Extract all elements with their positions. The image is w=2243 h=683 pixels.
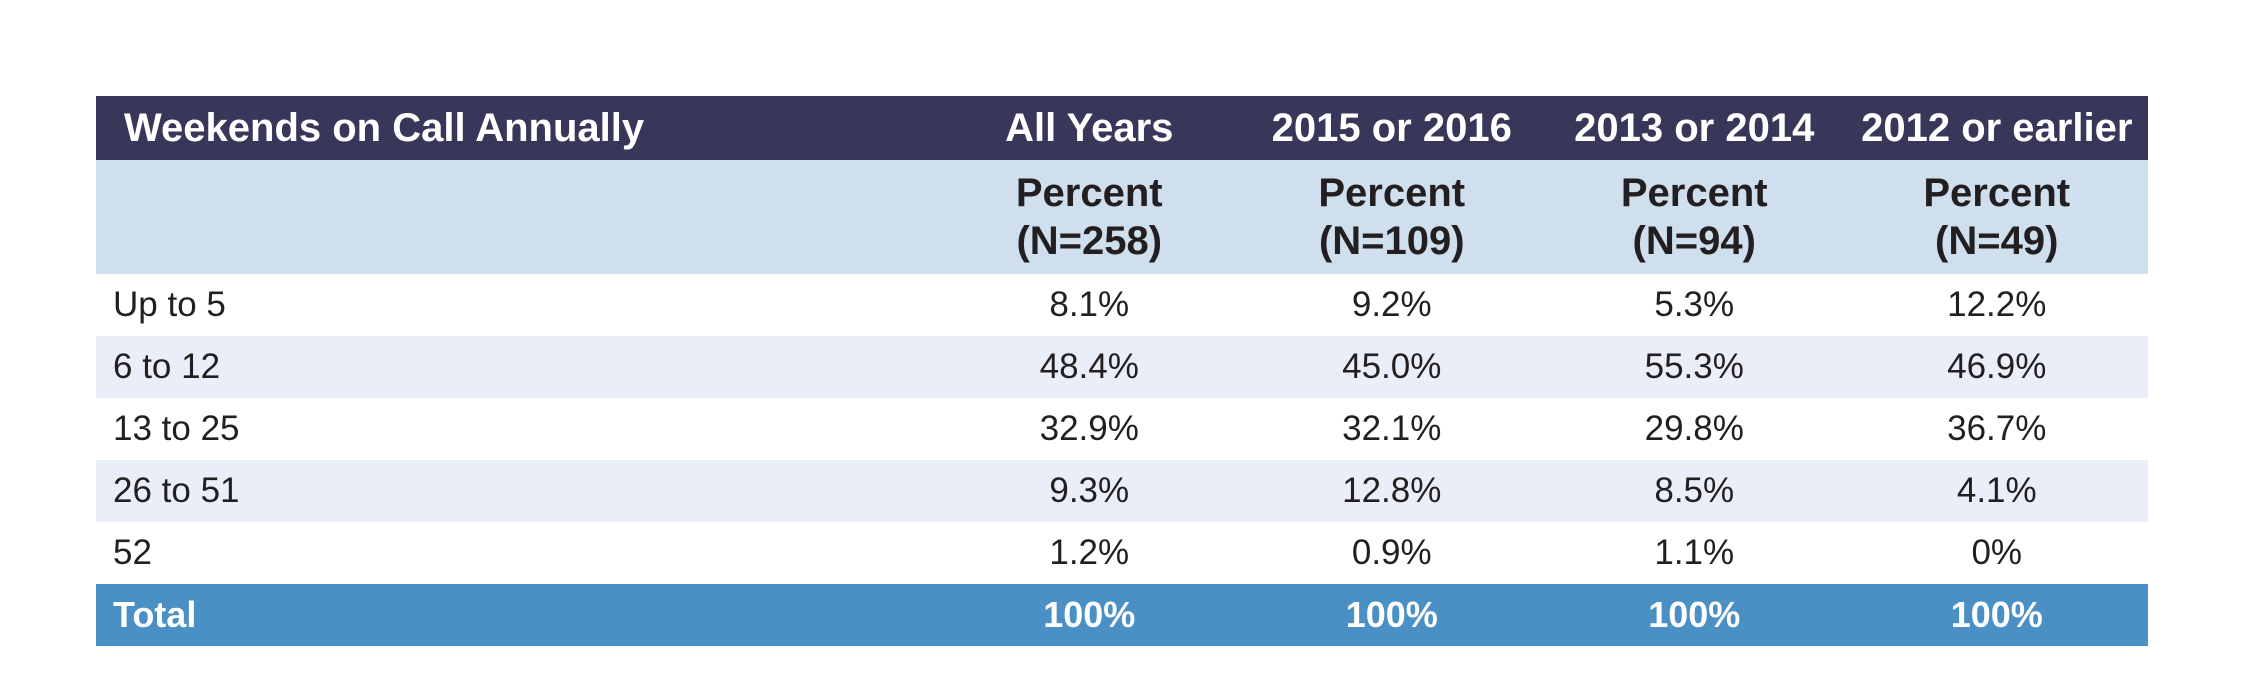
table-row: Up to 5 8.1% 9.2% 5.3% 12.2% (96, 274, 2148, 336)
table-cell: 12.8% (1240, 460, 1543, 522)
subheader-measure: Percent (1318, 171, 1466, 215)
data-table-container: Weekends on Call Annually All Years 2015… (96, 96, 2148, 646)
column-header-2012-or-earlier: 2012 or earlier (1845, 96, 2148, 160)
table-cell: 8.1% (1049, 285, 1130, 324)
table-cell: 32.1% (1342, 409, 1442, 448)
table-cell: 8.5% (1543, 460, 1846, 522)
table-row: 26 to 51 9.3% 12.8% 8.5% 4.1% (96, 460, 2148, 522)
table-row: 13 to 25 32.9% 32.1% 29.8% 36.7% (96, 398, 2148, 460)
row-label: Up to 5 (113, 285, 226, 324)
subheader-measure: Percent (1620, 171, 1768, 215)
subheader-empty-cell (96, 160, 938, 274)
column-header-all-years: All Years (938, 96, 1241, 160)
total-cell: 100% (1845, 584, 2148, 646)
total-label: Total (96, 584, 938, 646)
subheader-measure: Percent (1015, 171, 1163, 215)
table-title: Weekends on Call Annually (96, 96, 938, 160)
table-cell: 55.3% (1543, 336, 1846, 398)
table-cell: 46.9% (1845, 336, 2148, 398)
subheader-sample-size: (N=94) (1632, 219, 1756, 263)
subheader-cell: Percent (N=258) (938, 160, 1241, 274)
subheader-cell: Percent (N=109) (1240, 160, 1543, 274)
column-header-2015-or-2016: 2015 or 2016 (1240, 96, 1543, 160)
table-cell: 4.1% (1845, 460, 2148, 522)
subheader-row: Percent (N=258) Percent (N=109) Percent … (96, 160, 2148, 274)
row-label: 26 to 51 (96, 460, 938, 522)
table-cell: 48.4% (938, 336, 1241, 398)
subheader-sample-size: (N=49) (1935, 219, 2059, 263)
table-cell: 0% (1971, 533, 2023, 572)
subheader-sample-size: (N=109) (1318, 219, 1465, 263)
subheader-sample-size: (N=258) (1016, 219, 1163, 263)
table-cell: 0.9% (1351, 533, 1432, 572)
subheader-measure: Percent (1923, 171, 2071, 215)
subheader-cell: Percent (N=49) (1845, 160, 2148, 274)
table-cell: 29.8% (1644, 409, 1744, 448)
total-cell: 100% (938, 584, 1241, 646)
table-title-row: Weekends on Call Annually All Years 2015… (96, 96, 2148, 160)
table-cell: 9.3% (938, 460, 1241, 522)
table-cell: 36.7% (1947, 409, 2047, 448)
row-label: 13 to 25 (113, 409, 240, 448)
table-cell: 1.2% (1049, 533, 1130, 572)
row-label: 6 to 12 (96, 336, 938, 398)
total-row: Total 100% 100% 100% 100% (96, 584, 2148, 646)
table-row: 6 to 12 48.4% 45.0% 55.3% 46.9% (96, 336, 2148, 398)
table-cell: 1.1% (1654, 533, 1735, 572)
row-label: 52 (113, 533, 152, 572)
subheader-cell: Percent (N=94) (1543, 160, 1846, 274)
table-cell: 12.2% (1947, 285, 2047, 324)
table-cell: 32.9% (1039, 409, 1139, 448)
total-cell: 100% (1543, 584, 1846, 646)
table-cell: 5.3% (1654, 285, 1735, 324)
table-cell: 45.0% (1240, 336, 1543, 398)
table-row: 52 1.2% 0.9% 1.1% 0% (96, 522, 2148, 584)
total-cell: 100% (1240, 584, 1543, 646)
table-cell: 9.2% (1351, 285, 1432, 324)
column-header-2013-or-2014: 2013 or 2014 (1543, 96, 1846, 160)
weekends-on-call-table: Weekends on Call Annually All Years 2015… (96, 96, 2148, 646)
